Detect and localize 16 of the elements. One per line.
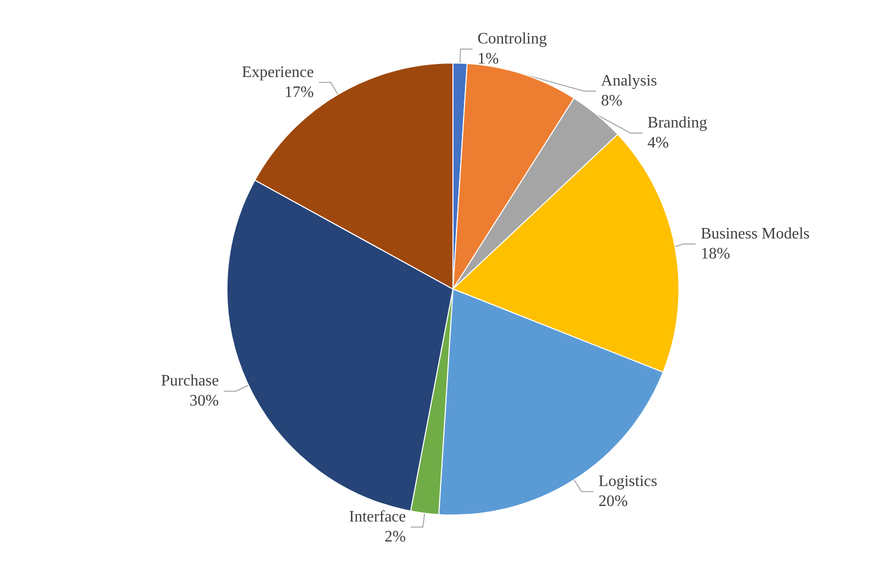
data-label: 17%	[284, 84, 314, 101]
slice-label: Business Models	[700, 226, 810, 243]
slice-label: Branding	[648, 114, 708, 132]
slice-label: Purchase	[161, 372, 219, 390]
data-label: 4%	[648, 134, 669, 152]
slice-label: Analysis	[601, 72, 658, 90]
data-label: 20%	[598, 493, 628, 510]
data-label: 30%	[189, 392, 219, 410]
data-label: 1%	[478, 50, 499, 68]
data-label: 18%	[700, 246, 730, 263]
slice-label: Controling	[478, 30, 547, 48]
data-label: 2%	[384, 528, 406, 546]
data-label: 8%	[601, 92, 622, 110]
slice-label: Experience	[242, 64, 314, 81]
slice-label: Logistics	[598, 473, 658, 490]
slice-label: Interface	[349, 508, 406, 526]
